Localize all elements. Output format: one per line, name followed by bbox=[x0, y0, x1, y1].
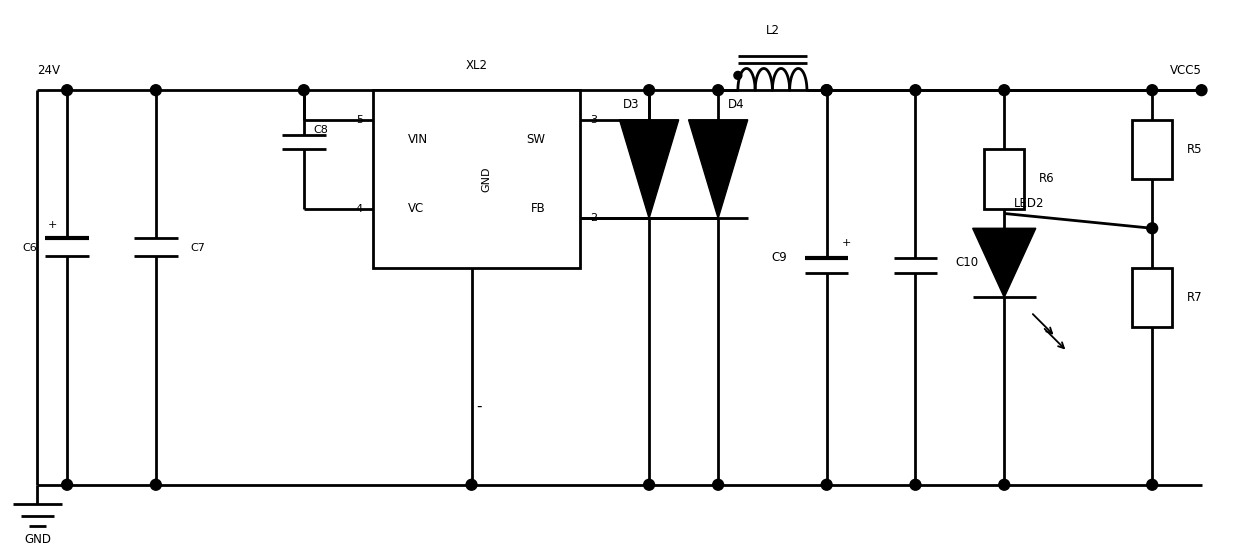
Text: C9: C9 bbox=[772, 252, 787, 264]
Circle shape bbox=[1147, 480, 1157, 490]
Circle shape bbox=[1147, 85, 1157, 95]
Circle shape bbox=[62, 480, 73, 490]
Text: 3: 3 bbox=[590, 115, 597, 125]
Text: 5: 5 bbox=[356, 115, 363, 125]
Bar bbox=[985, 150, 1023, 209]
Text: XL2: XL2 bbox=[466, 59, 487, 72]
Text: VCC5: VCC5 bbox=[1170, 64, 1202, 77]
Bar bbox=[1132, 268, 1172, 327]
Text: C7: C7 bbox=[191, 243, 206, 253]
Text: R5: R5 bbox=[1187, 143, 1202, 156]
Text: GND: GND bbox=[24, 533, 51, 545]
Circle shape bbox=[1196, 85, 1207, 95]
Circle shape bbox=[150, 85, 161, 95]
Bar bbox=[1132, 120, 1172, 179]
Text: +: + bbox=[47, 220, 57, 230]
Circle shape bbox=[644, 480, 654, 490]
Text: R7: R7 bbox=[1187, 291, 1202, 304]
Text: SW: SW bbox=[527, 133, 545, 146]
Circle shape bbox=[712, 85, 724, 95]
Circle shape bbox=[909, 85, 921, 95]
Circle shape bbox=[733, 71, 742, 79]
Text: C6: C6 bbox=[22, 243, 37, 253]
Text: VC: VC bbox=[408, 202, 424, 215]
Circle shape bbox=[466, 480, 477, 490]
Text: LED2: LED2 bbox=[1014, 197, 1044, 210]
Circle shape bbox=[150, 480, 161, 490]
Circle shape bbox=[821, 480, 833, 490]
Text: D4: D4 bbox=[729, 99, 745, 111]
Polygon shape bbox=[689, 120, 748, 219]
Circle shape bbox=[821, 85, 833, 95]
Text: C8: C8 bbox=[313, 124, 328, 135]
Circle shape bbox=[644, 85, 654, 95]
Text: VIN: VIN bbox=[408, 133, 427, 146]
Circle shape bbox=[712, 480, 724, 490]
Text: -: - bbox=[477, 398, 482, 413]
Circle shape bbox=[909, 480, 921, 490]
Text: +: + bbox=[841, 238, 851, 248]
Circle shape bbox=[999, 480, 1010, 490]
Text: 24V: 24V bbox=[37, 64, 61, 77]
Circle shape bbox=[62, 85, 73, 95]
Circle shape bbox=[1147, 223, 1157, 233]
Text: 4: 4 bbox=[356, 203, 363, 214]
Circle shape bbox=[999, 85, 1010, 95]
Text: R6: R6 bbox=[1038, 173, 1054, 185]
Text: 2: 2 bbox=[590, 213, 597, 224]
Text: FB: FB bbox=[530, 202, 545, 215]
Text: C10: C10 bbox=[955, 256, 978, 269]
Bar bbox=[373, 90, 580, 268]
Circle shape bbox=[299, 85, 310, 95]
Text: L2: L2 bbox=[766, 25, 779, 37]
Circle shape bbox=[821, 85, 833, 95]
Text: D3: D3 bbox=[623, 99, 639, 111]
Polygon shape bbox=[973, 229, 1036, 298]
Text: GND: GND bbox=[481, 166, 492, 192]
Polygon shape bbox=[620, 120, 679, 219]
